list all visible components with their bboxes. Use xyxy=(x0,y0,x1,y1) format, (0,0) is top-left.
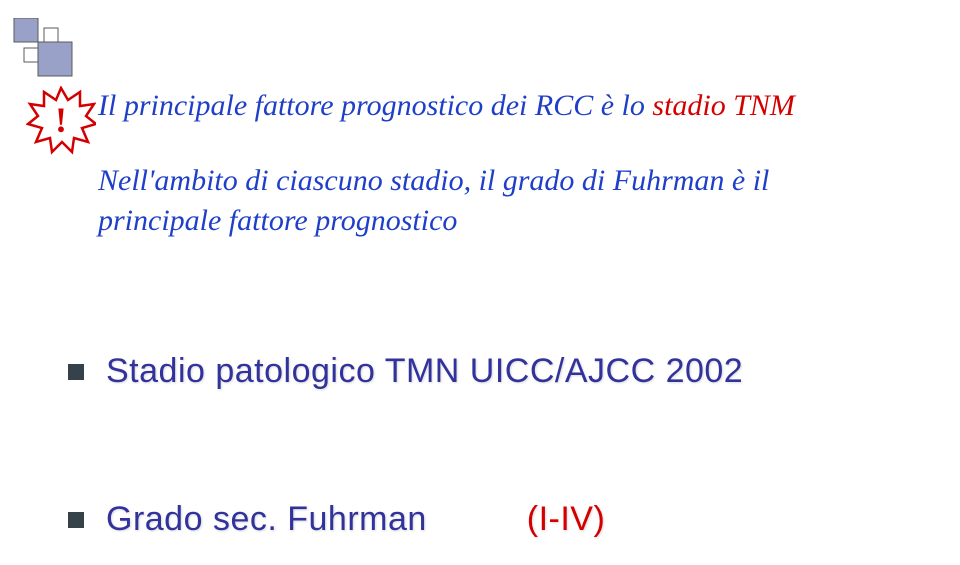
bullet-item-2: Grado sec. Fuhrman (I-IV) xyxy=(68,500,920,539)
starburst-emphasis: ! xyxy=(26,86,96,161)
line1: Il principale fattore prognostico dei RC… xyxy=(98,86,910,127)
bullet2-range: (I-IV) xyxy=(527,500,606,538)
starburst-icon: ! xyxy=(26,86,96,156)
main-text-block: Il principale fattore prognostico dei RC… xyxy=(98,86,910,242)
line1-blue: Il principale fattore prognostico dei RC… xyxy=(98,89,652,122)
line1-red: stadio TNM xyxy=(652,89,795,122)
bullet2-text: Grado sec. Fuhrman (I-IV) xyxy=(106,500,605,539)
bullet-item-1: Stadio patologico TMN UICC/AJCC 2002 xyxy=(68,352,920,391)
square-bullet-icon xyxy=(68,512,84,528)
line2: Nell'ambito di ciascuno stadio, il grado… xyxy=(98,161,910,202)
bullet1-text: Stadio patologico TMN UICC/AJCC 2002 xyxy=(106,352,743,391)
corner-squares-icon xyxy=(0,18,100,88)
corner-decoration xyxy=(0,18,100,93)
square-bullet-icon xyxy=(68,364,84,380)
exclaim-text: ! xyxy=(55,100,67,140)
line3: principale fattore prognostico xyxy=(98,201,910,242)
bullet2-label: Grado sec. Fuhrman xyxy=(106,500,427,538)
